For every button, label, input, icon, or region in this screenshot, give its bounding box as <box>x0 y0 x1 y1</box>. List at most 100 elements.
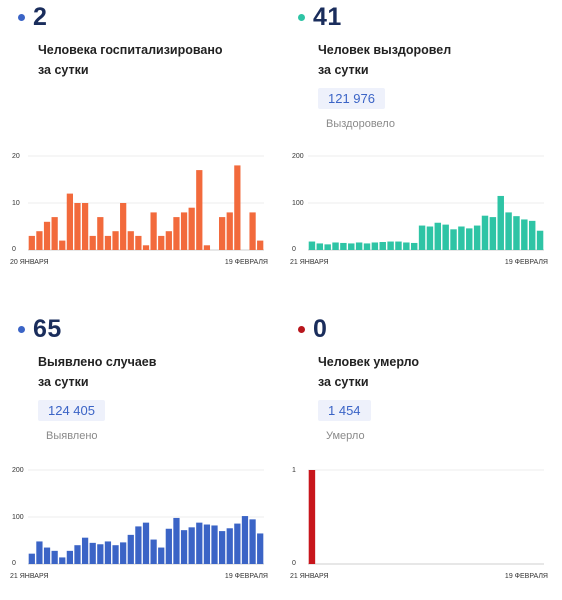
x-end-label: 19 ФЕВРАЛЯ <box>505 259 548 266</box>
bar <box>165 528 172 564</box>
bar <box>81 537 89 564</box>
bar <box>257 240 264 250</box>
caption-line: за сутки <box>38 375 89 389</box>
bar <box>203 245 211 250</box>
recovered-header: 41 <box>298 2 342 31</box>
bullet-dot-icon <box>18 13 25 21</box>
cases-total-label: Выявлено <box>46 430 98 442</box>
bar <box>324 244 331 250</box>
bar <box>308 470 316 564</box>
y-tick-label: 0 <box>12 246 16 253</box>
bar <box>473 225 481 250</box>
bar <box>112 231 119 250</box>
cases-caption: Выявлено случаев за сутки <box>38 352 278 392</box>
bar <box>203 524 211 564</box>
bar <box>188 207 195 250</box>
x-end-label: 19 ФЕВРАЛЯ <box>225 573 268 580</box>
bar <box>158 235 165 250</box>
bar <box>481 215 489 250</box>
bar <box>211 525 218 564</box>
bar <box>379 242 386 250</box>
x-start-label: 21 ЯНВАРЯ <box>10 573 49 580</box>
cases-total: 124 405 <box>38 400 105 421</box>
cases-bar-chart: 0 100 200 21 ЯНВАРЯ 19 ФЕВРАЛЯ <box>10 467 268 580</box>
bar <box>120 542 127 564</box>
bar <box>521 219 528 250</box>
bar <box>332 242 339 250</box>
bar <box>308 241 316 250</box>
y-tick-label: 1 <box>292 467 296 474</box>
bar <box>135 526 142 564</box>
bar <box>226 528 233 564</box>
hospitalized-bar-chart: 0 10 20 20 ЯНВАРЯ 19 ФЕВРАЛЯ <box>10 153 268 266</box>
bar <box>74 545 81 564</box>
y-tick-label: 20 <box>12 153 20 160</box>
cases-header: 65 <box>18 314 62 343</box>
bar <box>74 203 81 250</box>
recovered-total-label: Выздоровело <box>326 118 395 130</box>
bar <box>173 517 180 564</box>
bar <box>43 221 51 250</box>
bar <box>135 235 142 250</box>
recovered-count: 41 <box>313 2 342 31</box>
bar <box>489 217 497 250</box>
bar <box>120 203 127 250</box>
bar <box>528 220 536 250</box>
hospitalized-count: 2 <box>33 2 48 31</box>
cases-count: 65 <box>33 314 62 343</box>
y-tick-label: 200 <box>12 467 24 474</box>
bar <box>81 203 89 250</box>
deaths-bar-chart: 0 1 21 ЯНВАРЯ 19 ФЕВРАЛЯ <box>290 467 548 580</box>
bar <box>59 557 66 564</box>
bar <box>97 544 104 564</box>
x-end-label: 19 ФЕВРАЛЯ <box>225 259 268 266</box>
bullet-dot-icon <box>298 325 305 333</box>
bar <box>36 231 43 250</box>
bar <box>43 547 51 564</box>
bar <box>426 226 434 250</box>
bar <box>340 242 347 250</box>
bar <box>97 217 104 250</box>
bar <box>219 531 226 564</box>
bar <box>249 212 256 250</box>
bar <box>434 222 442 250</box>
bar <box>316 243 324 250</box>
bar <box>127 231 134 250</box>
hospitalized-header: 2 <box>18 2 48 31</box>
bullet-dot-icon <box>18 325 25 333</box>
recovered-caption: Человек выздоровел за сутки <box>318 40 558 80</box>
bar <box>112 545 119 564</box>
bar <box>355 242 363 250</box>
bar <box>104 235 112 250</box>
y-tick-label: 10 <box>12 200 20 207</box>
bar <box>387 241 394 250</box>
bar <box>234 523 241 564</box>
bar <box>395 241 402 250</box>
bar <box>127 534 134 564</box>
bar <box>450 229 457 250</box>
bar <box>150 212 157 250</box>
bar <box>196 522 203 564</box>
bar <box>188 527 195 564</box>
deaths-total-label: Умерло <box>326 430 365 442</box>
bar <box>226 212 233 250</box>
bar <box>371 242 379 250</box>
bar <box>28 553 35 564</box>
y-tick-label: 0 <box>292 246 296 253</box>
deaths-caption: Человек умерло за сутки <box>318 352 558 392</box>
caption-line: Выявлено случаев <box>38 355 157 369</box>
caption-line: за сутки <box>38 63 89 77</box>
bar <box>497 195 504 250</box>
bar <box>505 212 512 250</box>
caption-line: Человек выздоровел <box>318 43 452 57</box>
bar <box>403 242 410 250</box>
bar <box>257 533 264 564</box>
caption-line: за сутки <box>318 375 369 389</box>
bar <box>466 228 473 250</box>
bar <box>89 235 96 250</box>
bar <box>59 240 66 250</box>
bar <box>142 522 150 564</box>
y-tick-label: 100 <box>292 200 304 207</box>
bar <box>142 245 150 250</box>
bar <box>165 231 172 250</box>
